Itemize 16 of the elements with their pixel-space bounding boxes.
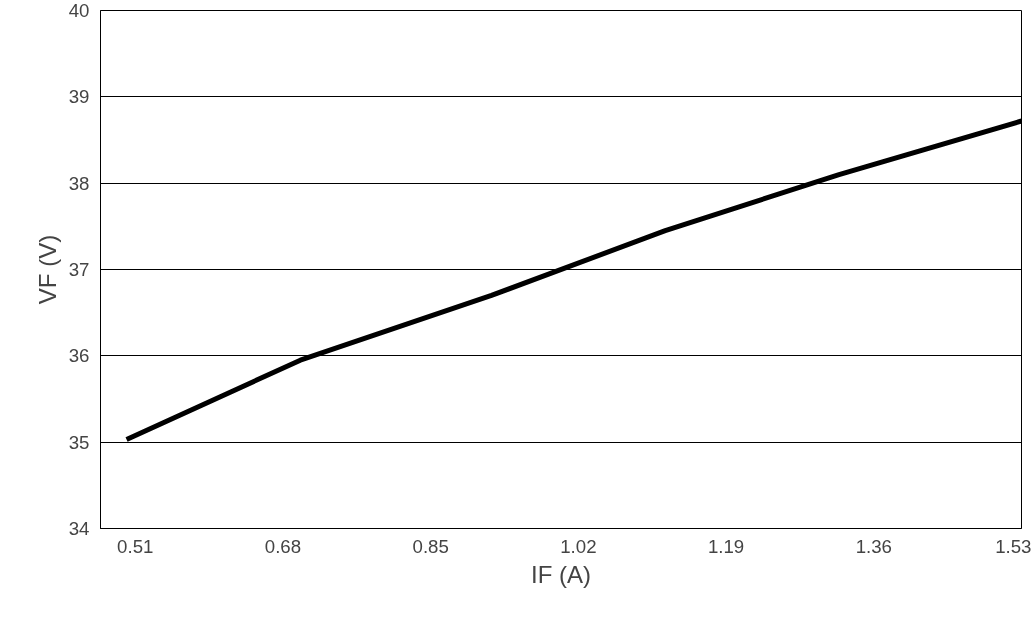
y-tick-label: 37	[68, 259, 90, 280]
y-tick-label: 40	[68, 0, 90, 21]
y-tick-label: 39	[68, 86, 90, 108]
x-tick-label: 1.36	[855, 535, 892, 557]
y-tick-label: 38	[68, 172, 90, 194]
x-tick-label: 0.85	[412, 535, 449, 557]
x-axis-title: IF (A)	[531, 560, 592, 588]
x-tick-label: 0.68	[264, 535, 302, 557]
x-tick-label: 0.51	[117, 535, 154, 557]
y-axis-title: VF (V)	[33, 234, 61, 305]
x-tick-label: 1.53	[995, 535, 1031, 557]
y-tick-label: 35	[68, 431, 90, 453]
x-tick-label: 1.02	[560, 535, 597, 557]
x-tick-label: 1.19	[707, 535, 745, 557]
y-tick-label: 34	[68, 518, 90, 539]
y-tick-label: 36	[68, 345, 90, 367]
